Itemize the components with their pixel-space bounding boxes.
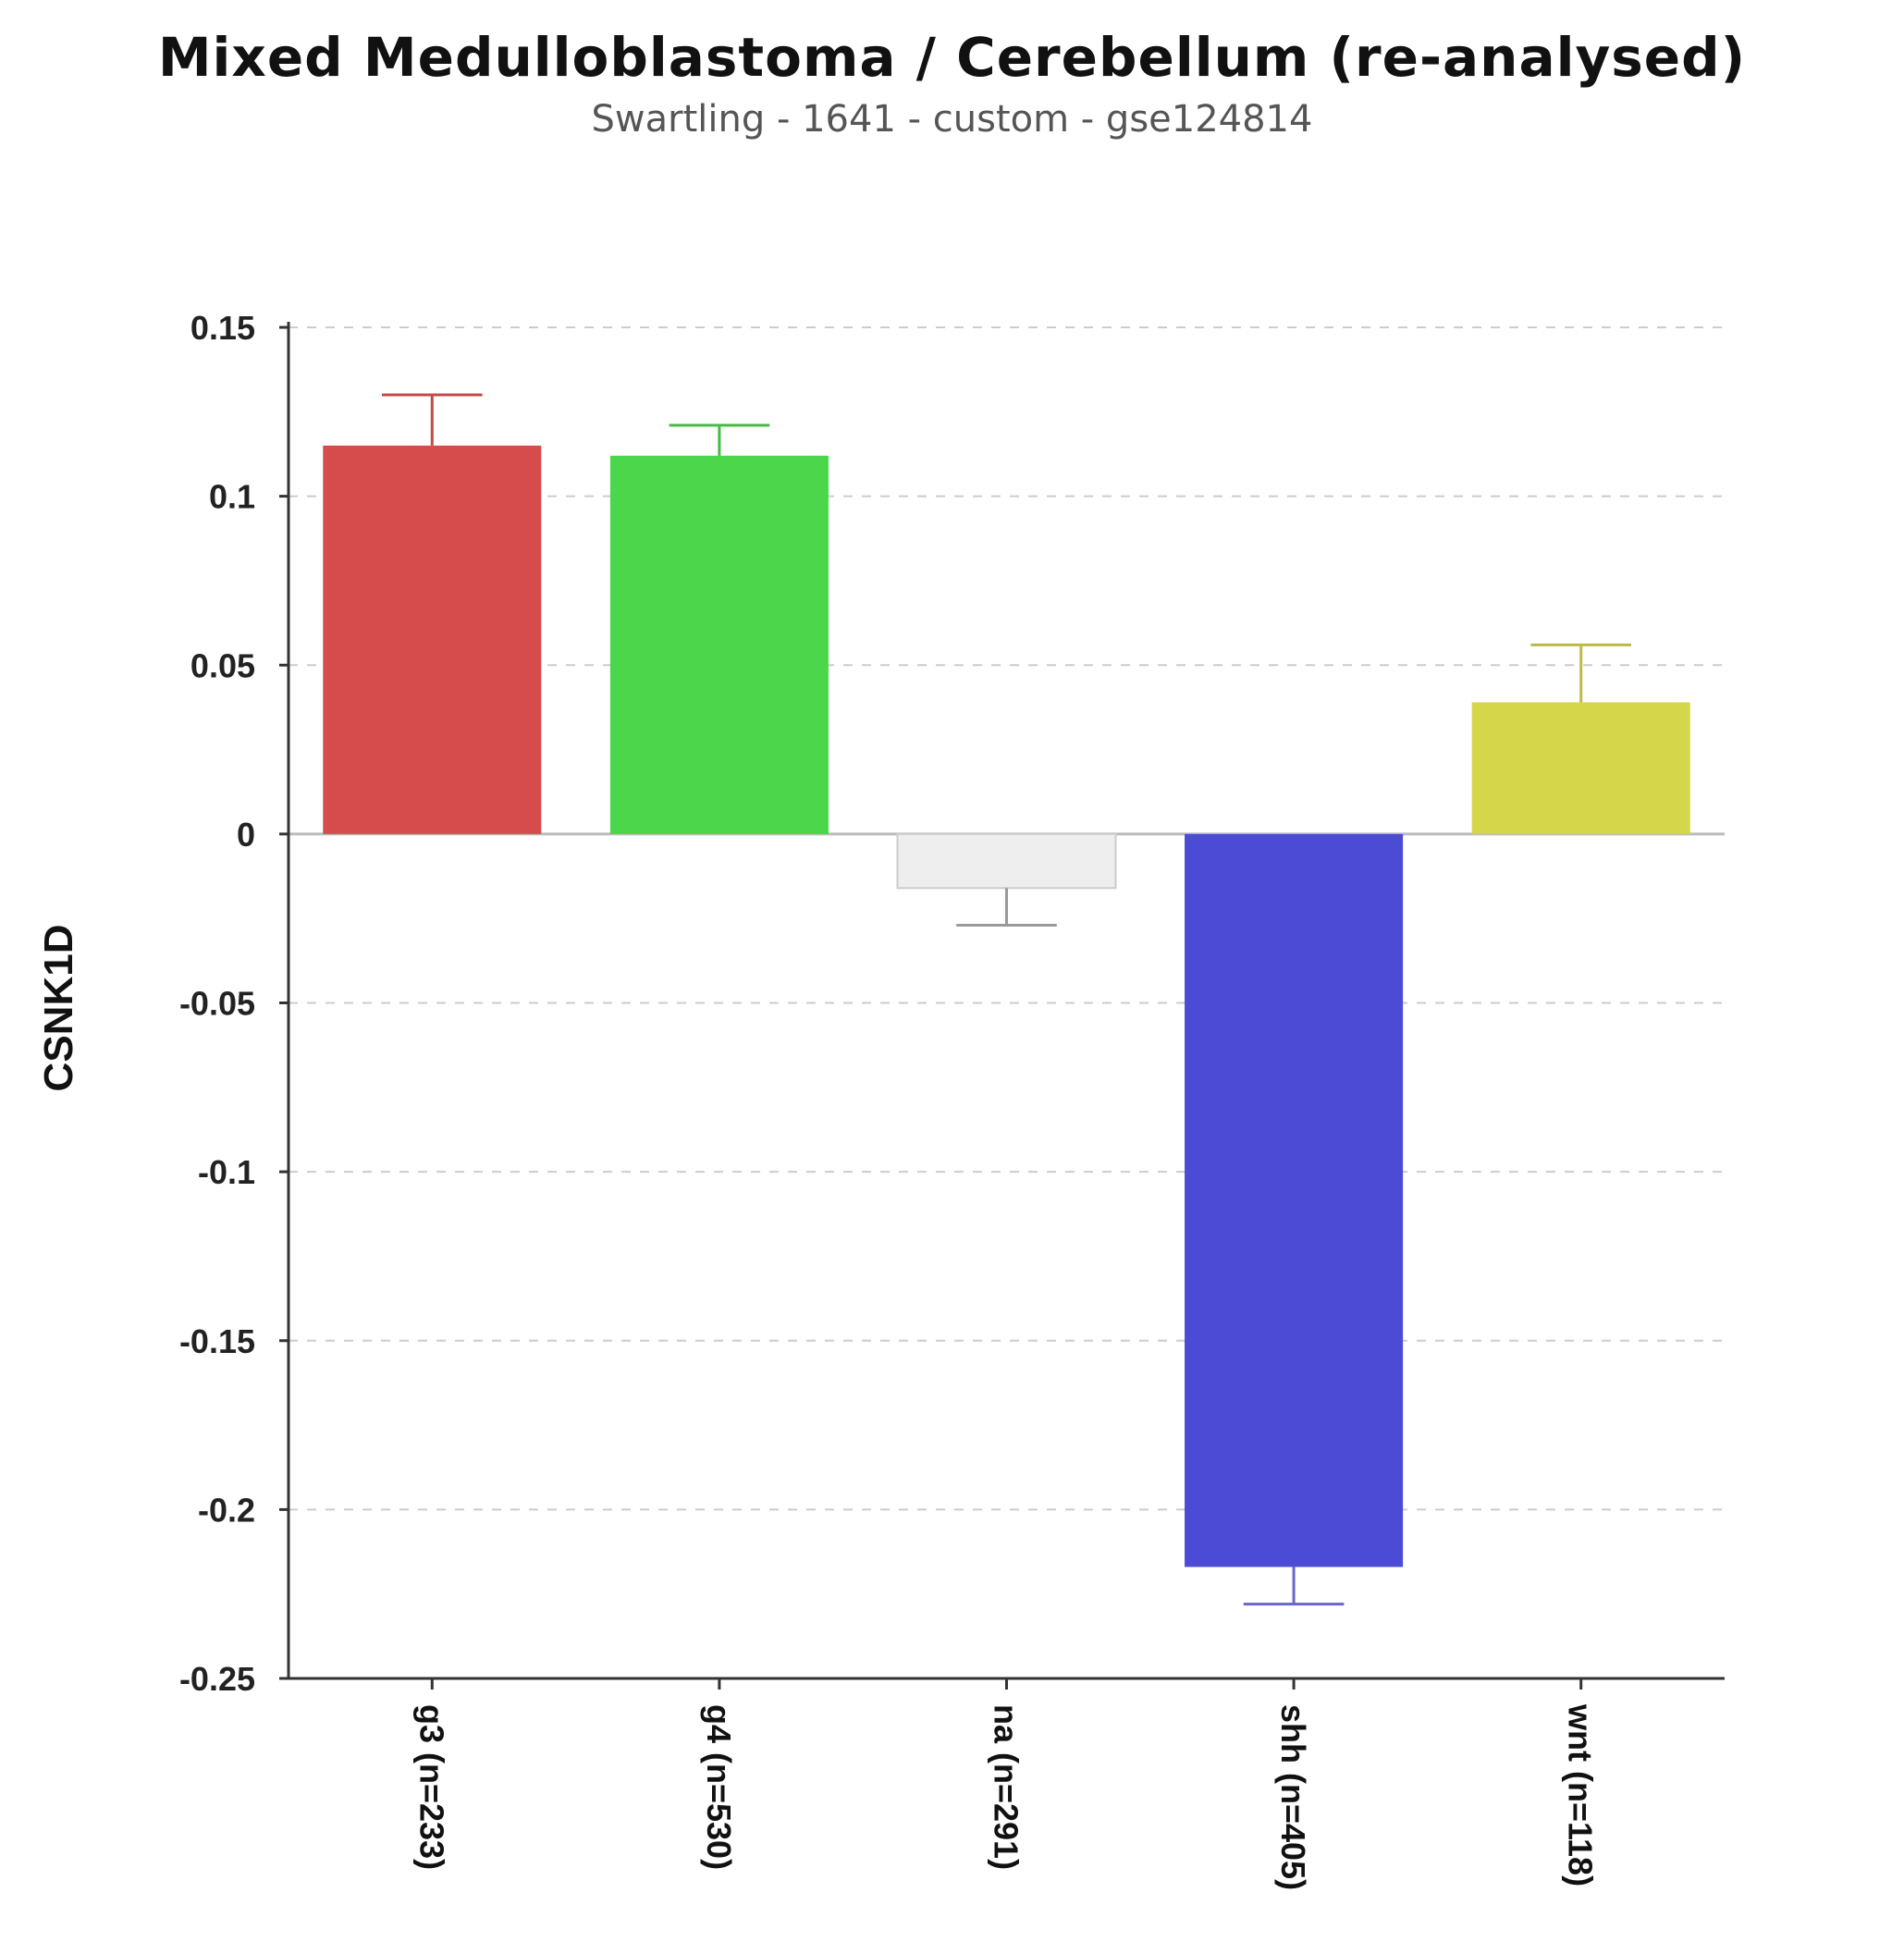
error-bar-g4 xyxy=(669,424,770,456)
error-bar-na xyxy=(956,888,1057,927)
x-tick-label: g3 (n=233) xyxy=(412,1704,450,1870)
x-axis-ticks: g3 (n=233) g4 (n=530) na (n=291) shh (n=405… xyxy=(412,1678,1600,1890)
bar-g3 xyxy=(323,445,542,834)
y-tick-label: -0.25 xyxy=(179,1660,255,1698)
error-bars xyxy=(382,393,1631,1606)
x-tick-label: shh (n=405) xyxy=(1274,1704,1312,1890)
x-tick-label: na (n=291) xyxy=(988,1704,1026,1870)
bar-g4 xyxy=(609,455,829,834)
bar-wnt xyxy=(1471,702,1690,834)
y-tick-label: -0.2 xyxy=(198,1491,255,1529)
chart-subtitle: Swartling - 1641 - custom - gse124814 xyxy=(591,98,1313,141)
y-axis-ticks: 0.15 0.1 0.05 0 -0.05 -0.1 -0.15 -0.2 -0.25 xyxy=(179,309,289,1698)
error-bar-wnt xyxy=(1530,643,1631,703)
y-tick-label: -0.05 xyxy=(179,985,255,1023)
x-tick-label: wnt (n=118) xyxy=(1562,1703,1600,1886)
bar-na xyxy=(896,832,1117,890)
chart-title: Mixed Medulloblastoma / Cerebellum (re-a… xyxy=(157,26,1747,89)
x-tick-label: g4 (n=530) xyxy=(700,1704,738,1870)
y-tick-label: -0.15 xyxy=(179,1322,255,1360)
error-bar-shh xyxy=(1243,1567,1345,1606)
y-tick-label: 0.15 xyxy=(190,309,255,347)
error-bar-g3 xyxy=(382,393,483,446)
bar-shh xyxy=(1185,833,1404,1567)
y-tick-label: -0.1 xyxy=(198,1153,255,1191)
y-axis-label: CSNK1D xyxy=(36,925,81,1092)
y-tick-label: 0 xyxy=(237,816,255,854)
y-tick-label: 0.05 xyxy=(190,646,255,684)
y-tick-label: 0.1 xyxy=(209,478,255,516)
bars xyxy=(323,445,1690,1567)
